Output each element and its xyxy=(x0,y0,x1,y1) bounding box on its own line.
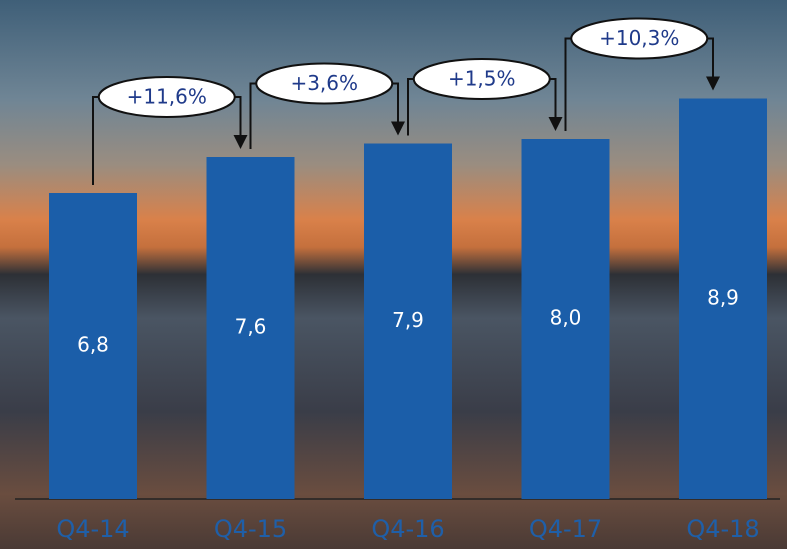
value-label: 8,0 xyxy=(550,306,582,330)
x-tick-label: Q4-15 xyxy=(214,515,287,543)
value-label: 6,8 xyxy=(77,333,109,357)
arrowhead xyxy=(233,135,248,149)
annotation: +1,5% xyxy=(448,67,516,91)
x-tick-label: Q4-17 xyxy=(529,515,602,543)
x-tick-label: Q4-16 xyxy=(371,515,444,543)
arrowhead xyxy=(706,76,720,91)
annotation: +10,3% xyxy=(599,26,679,50)
arrowhead xyxy=(548,117,563,131)
annotation: +3,6% xyxy=(290,71,358,95)
bar xyxy=(206,157,295,499)
bar xyxy=(49,193,137,499)
annotation-bubble xyxy=(412,58,551,100)
x-tick-label: Q4-14 xyxy=(56,515,129,543)
bar xyxy=(521,139,610,499)
value-label: 7,6 xyxy=(235,315,267,339)
x-tick-label: Q4-18 xyxy=(686,515,759,543)
arrowhead xyxy=(391,121,405,136)
value-label: 8,9 xyxy=(707,285,739,309)
annotation-bubble xyxy=(97,76,236,118)
bar xyxy=(364,143,452,499)
annotation-bubble xyxy=(255,62,394,105)
annotation: +11,6% xyxy=(127,85,207,109)
bar xyxy=(679,98,767,499)
annotation-bubble xyxy=(570,17,709,60)
value-label: 7,9 xyxy=(392,308,424,332)
